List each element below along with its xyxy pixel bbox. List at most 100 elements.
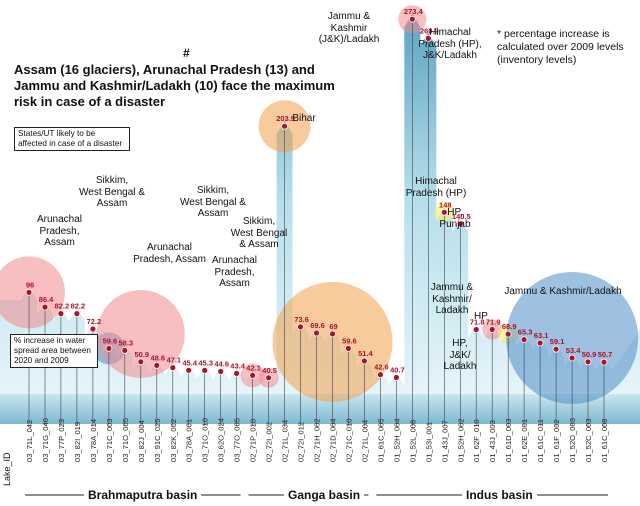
x-tick-label: 01_62E_001 [520, 419, 529, 462]
data-label: 45.4 [182, 358, 197, 367]
data-label: 42.6 [374, 363, 389, 372]
data-point [600, 358, 608, 366]
x-tick-label: 01_52C_003 [584, 419, 593, 463]
data-label: 68.9 [502, 322, 517, 331]
data-label: 43.4 [230, 361, 245, 370]
data-point [281, 122, 289, 130]
x-tick-label: 01_52H_002 [456, 419, 465, 463]
x-tick-label: 02_72I_012 [297, 422, 306, 462]
data-point [376, 371, 384, 379]
data-label: 273.4 [404, 7, 424, 16]
data-label: 260.9 [420, 26, 439, 35]
risk-circle [506, 272, 639, 404]
state-label: HP [474, 311, 488, 322]
data-label: 72.2 [87, 317, 102, 326]
data-point [520, 336, 528, 344]
state-label: Arunachal Pradesh, Assam [211, 255, 258, 289]
x-tick-label: 01_62F_010 [472, 419, 481, 462]
risk-circle [0, 256, 65, 329]
x-tick-label: 02_71P_018 [249, 419, 258, 462]
x-tick-label: 03_71O_005 [121, 418, 130, 462]
percent-legend-box: % increase in water spread area between … [10, 334, 98, 368]
state-label: Himachal Pradesh (HP), J&K/Ladakh [418, 27, 482, 61]
x-tick-label: 03_82K_002 [169, 419, 178, 462]
data-point [25, 288, 33, 296]
data-label: 47.1 [166, 356, 181, 365]
data-label: 53.4 [566, 346, 581, 355]
data-label: 42.1 [246, 363, 261, 372]
state-label: Bihar [292, 113, 316, 124]
data-point [185, 366, 193, 374]
risk-circle [96, 290, 185, 378]
x-tick-label: 03_77P_023 [57, 419, 66, 462]
data-label: 69.6 [310, 321, 325, 330]
x-tick-label: 02_71H_002 [313, 419, 322, 463]
data-point [169, 364, 177, 372]
x-tick-label: 03_71O_010 [201, 418, 210, 462]
state-label: Himachal Pradesh (HP) [405, 176, 467, 199]
x-axis-title: Lake_ID [2, 452, 12, 486]
x-tick-label: 03_82J_004 [137, 420, 146, 462]
data-point [424, 35, 432, 42]
x-tick-label: 01_61C_005 [376, 419, 385, 463]
data-point [57, 310, 65, 318]
data-label: 71.9 [486, 318, 501, 327]
data-label: 65.3 [518, 328, 533, 337]
x-tick-label: 02_72I_002 [265, 422, 274, 462]
data-label: 71.8 [470, 318, 485, 327]
hash-mark: # [183, 46, 190, 60]
x-tick-label: 01_43J_007 [440, 420, 449, 462]
states-legend-box: States/UT likely to be affected in case … [14, 127, 130, 151]
data-label: 48.6 [150, 353, 165, 362]
data-point [137, 358, 145, 366]
x-tick-label: 01_61F_002 [552, 419, 561, 462]
data-point [201, 366, 209, 374]
basin-label-indus: Indus basin [462, 488, 537, 502]
data-label: 50.7 [598, 350, 613, 359]
x-tick-label: 02_71C_010 [344, 419, 353, 463]
data-point [41, 303, 49, 311]
x-tick-label: 03_78A_001 [185, 419, 194, 462]
data-point [408, 15, 416, 23]
data-point [568, 354, 576, 362]
data-label: 45.3 [198, 358, 213, 367]
headline: Assam (16 glaciers), Arunachal Pradesh (… [14, 62, 335, 109]
x-tick-label: 01_61D_003 [504, 419, 513, 463]
data-label: 140.5 [452, 212, 471, 221]
data-point [313, 329, 320, 337]
data-point [297, 323, 304, 331]
basin-label-ganga: Ganga basin [284, 488, 365, 502]
data-point [249, 371, 257, 379]
x-tick-label: 03_78A_014 [89, 419, 98, 462]
data-point [73, 310, 81, 318]
data-point [233, 369, 241, 377]
x-tick-label: 03_91C_025 [153, 419, 162, 463]
data-point [360, 357, 368, 365]
state-label: Arunachal Pradesh, Assam [133, 242, 206, 265]
data-label: 40.5 [262, 366, 277, 375]
x-tick-label: 02_71L_034 [281, 420, 290, 462]
state-label: HP, J&K/ Ladakh [443, 338, 477, 372]
x-tick-label: 01_52L_008 [408, 420, 417, 462]
data-point [392, 374, 400, 381]
x-axis: 03_71L_042 03_71G_046 03_77P_023 03_82I_019… [25, 418, 609, 496]
data-label: 44.6 [214, 360, 229, 369]
data-point [344, 344, 352, 352]
data-point [584, 358, 592, 366]
data-point [488, 326, 496, 333]
state-label: Jammu & Kashmir (J&K)/Ladakh [318, 11, 380, 45]
data-point [552, 345, 560, 353]
data-point [329, 330, 336, 338]
data-point [89, 325, 97, 333]
x-tick-label: 01_61C_011 [536, 419, 545, 462]
data-label: 86.4 [39, 295, 54, 304]
state-label: Sikkim, West Bengal & Assam [180, 185, 246, 219]
footnote: * percentage increase is calculated over… [497, 28, 624, 66]
x-tick-label: 02_71D_004 [329, 419, 338, 463]
data-label: 148 [439, 200, 452, 209]
x-tick-label: 01_53I_001 [424, 422, 433, 462]
x-tick-label: 03_71L_042 [25, 420, 34, 462]
data-label: 73.6 [294, 315, 309, 324]
state-label: Jammu & Kashmir/Ladakh [504, 286, 622, 297]
x-tick-label: 01_52O_003 [568, 418, 577, 462]
